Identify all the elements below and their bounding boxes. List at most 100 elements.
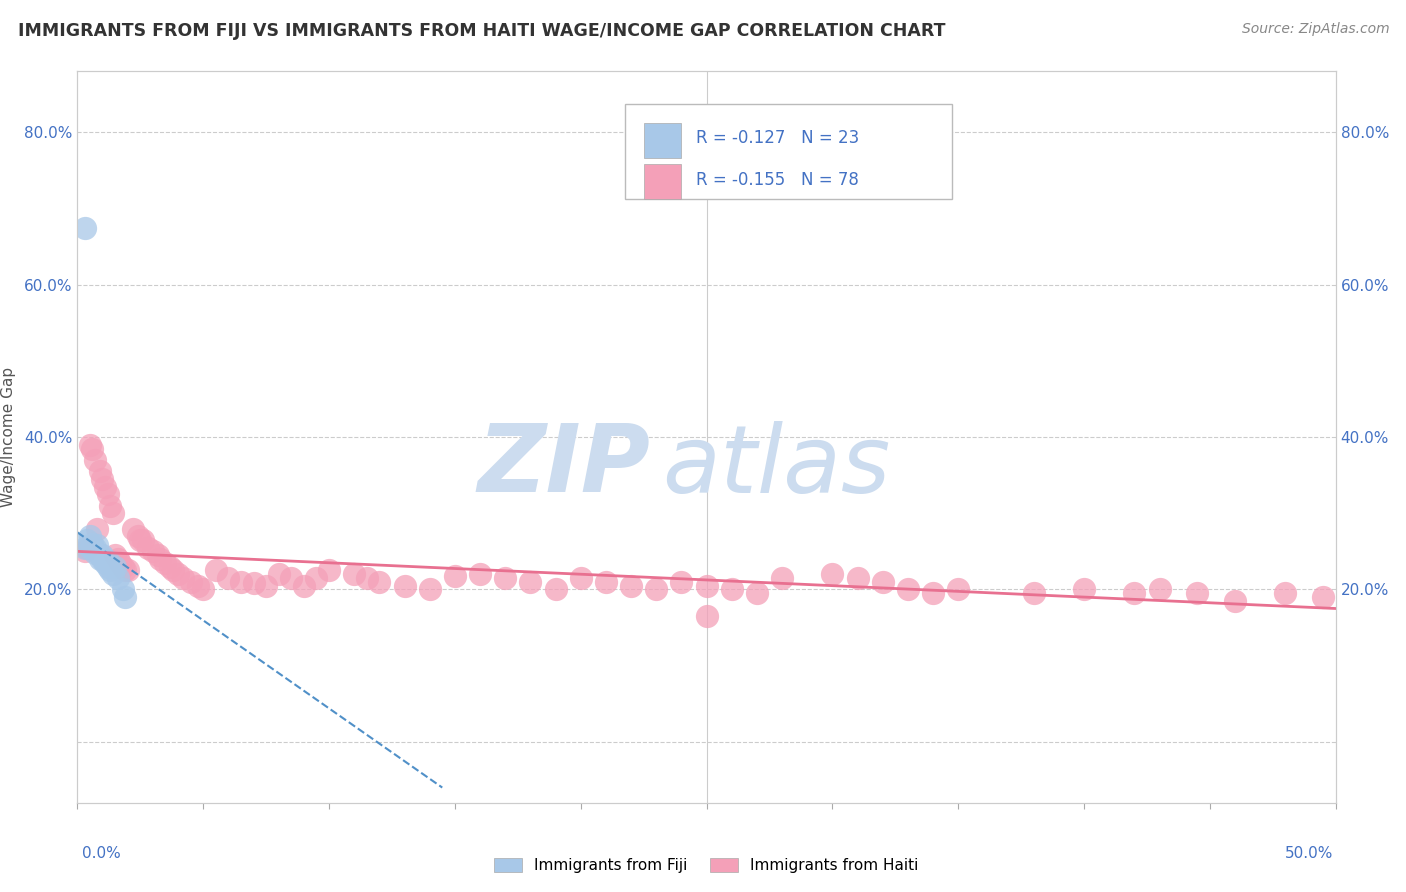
Point <box>136 541 159 555</box>
Point <box>82 537 104 551</box>
Point <box>107 571 129 585</box>
Point <box>76 541 98 555</box>
FancyBboxPatch shape <box>644 122 682 158</box>
Point <box>544 582 567 597</box>
Point <box>101 567 124 582</box>
Point <box>343 567 366 582</box>
Point <box>73 544 96 558</box>
Point <box>89 548 111 562</box>
FancyBboxPatch shape <box>644 164 682 200</box>
Text: R = -0.127   N = 23: R = -0.127 N = 23 <box>696 129 859 147</box>
Point <box>821 567 844 582</box>
Point <box>318 563 340 577</box>
Point <box>114 563 136 577</box>
Point <box>745 586 768 600</box>
Point <box>267 567 290 582</box>
Text: ZIP: ZIP <box>477 420 650 512</box>
Point <box>305 571 328 585</box>
Point <box>132 533 155 547</box>
Point <box>1022 586 1045 600</box>
Point <box>79 541 101 555</box>
Point <box>98 563 121 577</box>
Point <box>84 541 107 555</box>
Text: 0.0%: 0.0% <box>82 847 121 861</box>
Point <box>96 487 118 501</box>
Text: Source: ZipAtlas.com: Source: ZipAtlas.com <box>1241 22 1389 37</box>
Point <box>149 552 172 566</box>
Point <box>696 579 718 593</box>
Point <box>1312 590 1334 604</box>
Point <box>73 220 96 235</box>
Text: atlas: atlas <box>662 421 891 512</box>
Point <box>162 563 184 577</box>
Point <box>645 582 668 597</box>
Point <box>104 559 127 574</box>
Point <box>155 556 177 570</box>
Point <box>468 567 491 582</box>
Point <box>89 552 111 566</box>
Point <box>94 480 117 494</box>
Point <box>142 544 165 558</box>
Point <box>872 574 894 589</box>
Point <box>671 574 693 589</box>
Point <box>108 556 131 570</box>
Point <box>86 521 108 535</box>
Point <box>111 582 134 597</box>
Point <box>187 579 209 593</box>
Point <box>94 556 117 570</box>
Point <box>82 442 104 456</box>
Point <box>242 576 264 591</box>
Point <box>1073 582 1095 597</box>
Point <box>922 586 945 600</box>
Point <box>114 590 136 604</box>
Point <box>1149 582 1171 597</box>
Point <box>519 574 541 589</box>
Point <box>84 546 107 560</box>
Point <box>101 506 124 520</box>
Point <box>91 472 114 486</box>
Point <box>89 464 111 478</box>
Point <box>79 438 101 452</box>
Point <box>129 533 152 547</box>
Point <box>948 582 970 597</box>
Point <box>1123 586 1146 600</box>
Point <box>91 552 114 566</box>
Point <box>217 571 239 585</box>
Point <box>111 559 134 574</box>
Point <box>494 571 516 585</box>
Point <box>1274 586 1296 600</box>
Point <box>696 609 718 624</box>
Point <box>180 574 202 589</box>
Point <box>1187 586 1209 600</box>
Point <box>96 553 118 567</box>
Point <box>897 582 920 597</box>
Point <box>146 548 169 562</box>
Point <box>280 571 302 585</box>
Point <box>84 453 107 467</box>
Point <box>394 579 416 593</box>
Point <box>121 521 143 535</box>
Point <box>172 571 194 585</box>
Point <box>846 571 869 585</box>
Point <box>91 548 114 562</box>
Point <box>569 571 592 585</box>
Point <box>254 579 277 593</box>
Point <box>127 529 149 543</box>
Text: 50.0%: 50.0% <box>1285 847 1333 861</box>
Legend: Immigrants from Fiji, Immigrants from Haiti: Immigrants from Fiji, Immigrants from Ha… <box>488 852 925 880</box>
Point <box>368 574 391 589</box>
Point <box>117 563 139 577</box>
Point <box>356 571 378 585</box>
Point <box>167 567 190 582</box>
FancyBboxPatch shape <box>624 104 952 200</box>
Point <box>1223 594 1246 608</box>
Point <box>419 582 441 597</box>
Point <box>107 552 129 566</box>
Point <box>104 548 127 562</box>
Point <box>98 499 121 513</box>
Point <box>204 563 226 577</box>
Point <box>770 571 793 585</box>
Point <box>620 579 643 593</box>
Point <box>86 538 108 552</box>
Point <box>720 582 742 597</box>
